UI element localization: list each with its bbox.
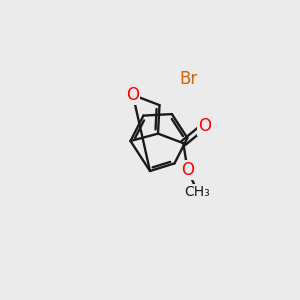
Text: CH₃: CH₃ (184, 184, 210, 199)
Text: Br: Br (179, 70, 197, 88)
Text: O: O (126, 86, 140, 104)
Text: O: O (181, 161, 194, 179)
Text: O: O (198, 117, 211, 135)
